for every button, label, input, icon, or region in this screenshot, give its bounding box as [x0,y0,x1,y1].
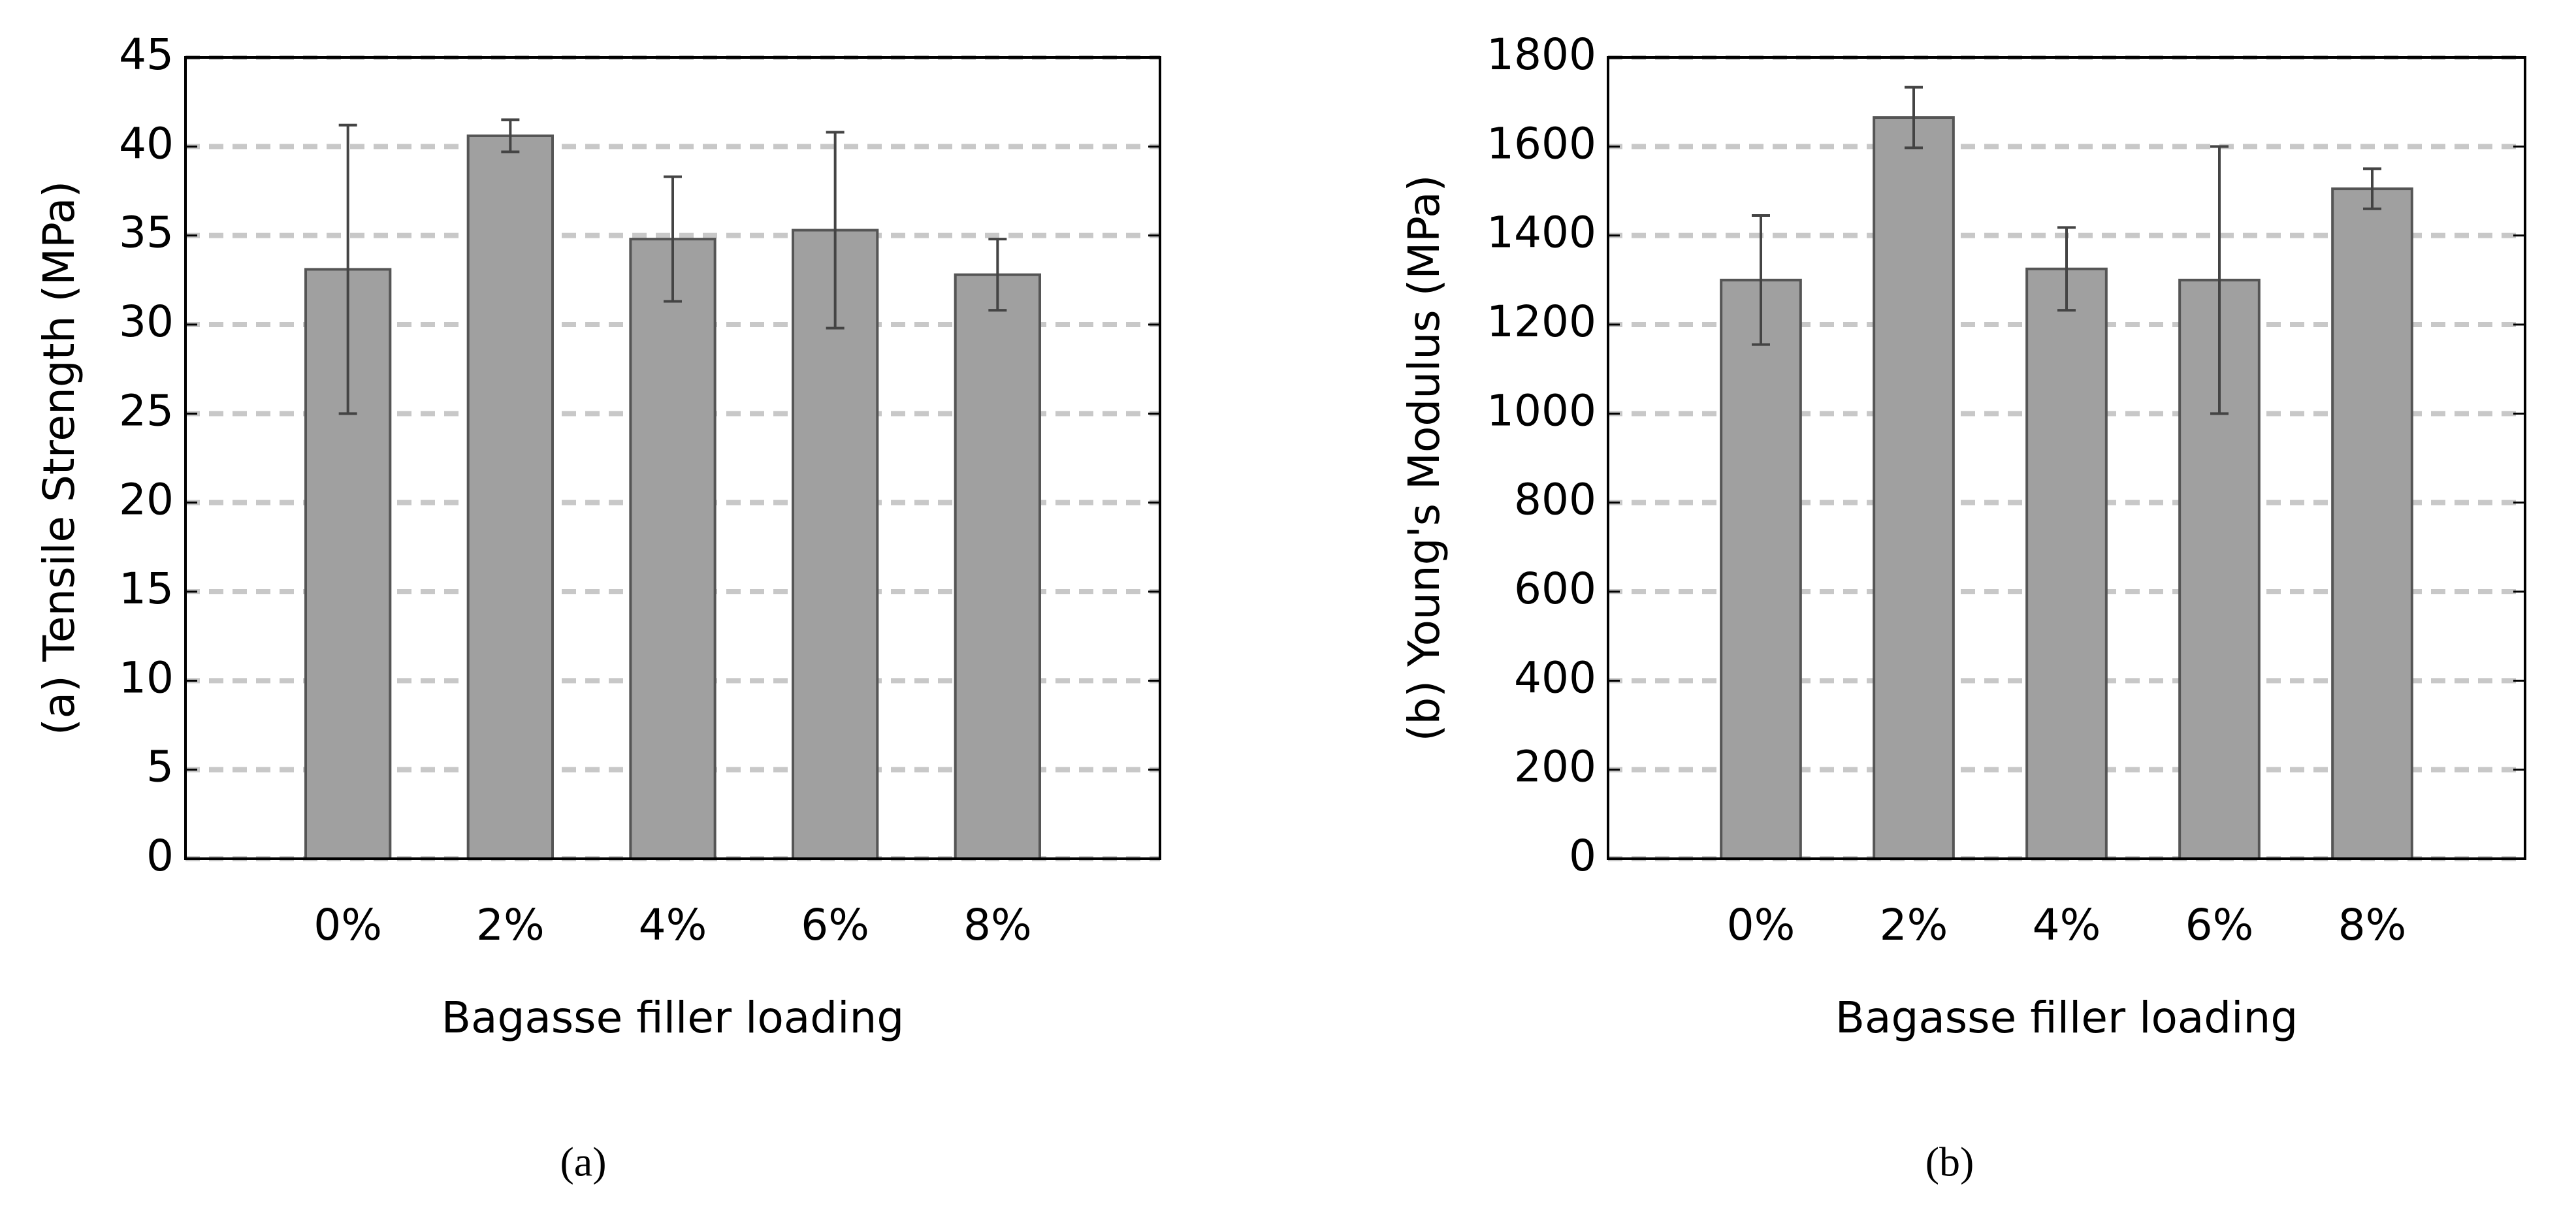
y-tick-label: 1600 [1487,118,1596,168]
x-tick-label: 2% [1880,900,1948,950]
x-tick-label: 4% [639,900,707,950]
y-tick-label: 5 [146,742,174,792]
y-tick-label: 45 [119,29,174,80]
y-tick-label: 30 [119,296,174,347]
y-tick-label: 20 [119,475,174,525]
x-tick-label: 4% [2033,900,2101,950]
bar [629,238,716,860]
y-tick-label: 1200 [1487,296,1596,347]
y-axis-label: (a) Tensile Strength (MPa) [34,181,84,735]
x-tick-label: 0% [1727,900,1795,950]
y-tick-label: 1800 [1487,29,1596,80]
y-tick-label: 10 [119,652,174,703]
bar [1873,116,1955,860]
y-tick-label: 35 [119,208,174,258]
y-tick-label: 40 [119,118,174,168]
x-tick-label: 2% [476,900,545,950]
bar [954,273,1041,860]
y-tick-label: 800 [1514,475,1596,525]
y-tick-label: 15 [119,564,174,614]
caption: (a) [560,1139,606,1185]
y-tick-label: 600 [1514,564,1596,614]
caption: (b) [1925,1139,1974,1185]
x-tick-label: 0% [314,900,382,950]
bar [2025,267,2108,860]
y-axis-label: (b) Young's Modulus (MPa) [1399,175,1449,742]
x-axis-label: Bagasse filler loading [442,993,905,1043]
bar [466,134,554,860]
y-tick-label: 0 [146,831,174,881]
y-tick-label: 1400 [1487,208,1596,258]
x-tick-label: 8% [2338,900,2407,950]
y-tick-label: 400 [1514,652,1596,703]
y-tick-label: 0 [1569,831,1596,881]
plot-frame [1607,56,2526,860]
bar [1720,278,1802,861]
y-tick-label: 25 [119,385,174,436]
x-tick-label: 6% [2185,900,2254,950]
x-axis-label: Bagasse filler loading [1835,993,2298,1043]
y-tick-label: 200 [1514,742,1596,792]
y-tick-label: 1000 [1487,385,1596,436]
bar [2331,187,2413,860]
x-tick-label: 8% [963,900,1032,950]
plot-frame [184,56,1161,860]
x-tick-label: 6% [801,900,869,950]
